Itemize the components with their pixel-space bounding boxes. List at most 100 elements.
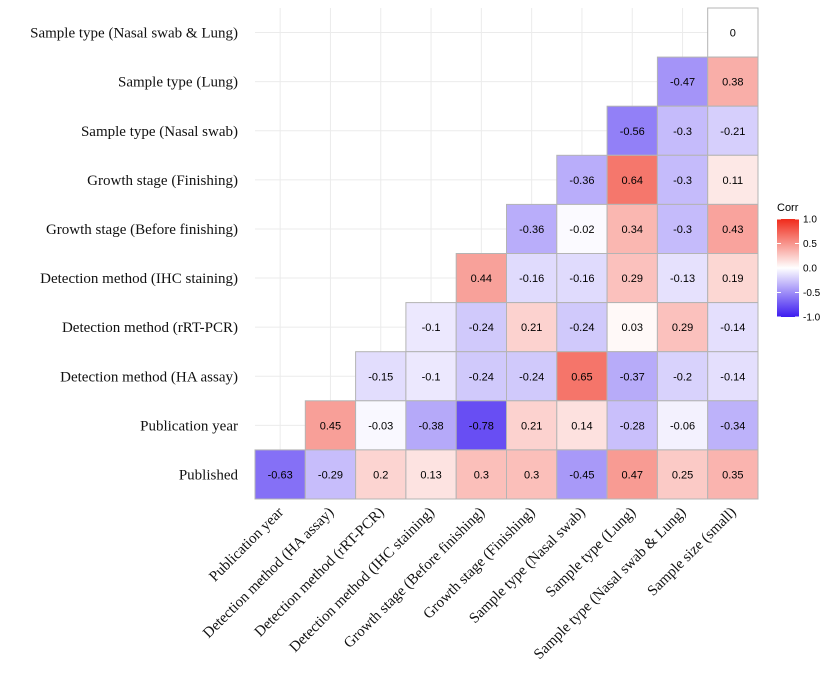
cell-value-label: -0.36 xyxy=(519,224,544,236)
cell-value-label: 0.44 xyxy=(471,273,492,285)
cell-value-label: 0.21 xyxy=(521,420,542,432)
cell-value-label: -0.16 xyxy=(569,273,594,285)
cell-value-label: 0.65 xyxy=(571,371,592,383)
column-label: Sample type (Lung) xyxy=(543,505,639,601)
legend-title: Corr xyxy=(777,202,799,214)
cell-value-label: -0.24 xyxy=(519,371,544,383)
heatmap-cell xyxy=(506,351,558,402)
row-label: Growth stage (Before finishing) xyxy=(46,222,238,238)
heatmap-cell xyxy=(707,400,759,451)
cell-value-label: -0.13 xyxy=(670,273,695,285)
heatmap-cell xyxy=(556,302,608,353)
heatmap-cell xyxy=(656,351,709,402)
cell-value-label: -0.1 xyxy=(422,322,441,334)
cell-value-label: -0.56 xyxy=(620,126,645,138)
cell-value-label: 0 xyxy=(730,28,736,40)
cell-value-label: 0.47 xyxy=(622,469,643,481)
legend-tick-label: 0.5 xyxy=(803,239,817,250)
cell-value-label: 0.03 xyxy=(622,322,643,334)
legend-ticks: 1.0 0.5 0.0 -0.5 -1.0 xyxy=(777,215,821,324)
heatmap-cell xyxy=(254,449,306,500)
cell-value-label: -0.24 xyxy=(469,371,494,383)
row-label: Sample type (Nasal swab) xyxy=(81,124,238,140)
cell-value-label: 0.43 xyxy=(722,224,743,236)
cell-value-label: 0.35 xyxy=(722,469,743,481)
heatmap-cell xyxy=(355,400,407,451)
heatmap-cell xyxy=(707,302,759,353)
cell-value-label: 0.45 xyxy=(320,420,341,432)
cell-value-label: -0.3 xyxy=(673,126,692,138)
cell-value-label: -0.21 xyxy=(720,126,745,138)
cell-value-label: 0.64 xyxy=(622,175,643,187)
heatmap-cell xyxy=(405,449,457,500)
cell-value-label: 0.25 xyxy=(672,469,693,481)
heatmap-cell xyxy=(606,302,658,353)
row-label: Detection method (rRT-PCR) xyxy=(62,320,238,336)
cell-value-label: -0.38 xyxy=(419,420,444,432)
cell-value-label: -0.3 xyxy=(673,175,692,187)
legend: Corr 1.0 0.5 0.0 -0.5 -1.0 xyxy=(777,202,821,324)
heatmap-cell xyxy=(304,449,357,500)
cell-value-label: 0.38 xyxy=(722,77,743,89)
cell-value-label: 0.21 xyxy=(521,322,542,334)
cell-value-label: -0.2 xyxy=(673,371,692,383)
heatmap-cell xyxy=(707,7,759,58)
heatmap-cell xyxy=(355,449,407,500)
row-label: Sample type (Nasal swab & Lung) xyxy=(30,26,238,42)
cell-value-label: -0.14 xyxy=(720,322,745,334)
legend-tick-label: -1.0 xyxy=(803,313,821,324)
row-label: Detection method (HA assay) xyxy=(60,369,238,385)
cell-value-label: -0.37 xyxy=(620,371,645,383)
heatmap-cell xyxy=(707,351,759,402)
row-label: Publication year xyxy=(140,418,238,434)
cell-value-label: -0.45 xyxy=(569,469,594,481)
heatmap-cell xyxy=(556,400,608,451)
column-label: Sample size (small) xyxy=(645,505,740,600)
heatmap-cell xyxy=(656,449,709,500)
cell-value-label: -0.24 xyxy=(569,322,594,334)
cell-value-label: 0.29 xyxy=(672,322,693,334)
heatmap-cell xyxy=(556,253,608,304)
heatmap-cell xyxy=(506,203,558,254)
legend-colorbar xyxy=(777,219,799,317)
cell-value-label: -0.03 xyxy=(368,420,393,432)
heatmap-cell xyxy=(506,253,558,304)
cell-value-label: 0.3 xyxy=(474,469,489,481)
heatmap-cell xyxy=(656,253,709,304)
cell-value-label: -0.63 xyxy=(268,469,293,481)
heatmap-cell xyxy=(707,105,759,156)
cell-value-label: 0.3 xyxy=(524,469,539,481)
heatmap-cell xyxy=(707,203,759,254)
heatmap-cell xyxy=(455,302,508,353)
heatmap-cell xyxy=(405,302,457,353)
cell-value-label: -0.02 xyxy=(569,224,594,236)
cell-value-label: -0.15 xyxy=(368,371,393,383)
cell-value-label: -0.47 xyxy=(670,77,695,89)
heatmap-cell xyxy=(304,400,357,451)
heatmap-cell xyxy=(606,400,658,451)
cell-value-label: -0.1 xyxy=(422,371,441,383)
heatmap-cell xyxy=(455,449,508,500)
heatmap-cell xyxy=(455,351,508,402)
cells: 0 -0.47 0.38 -0.56 -0.3 -0.21 -0.36 0.64 -0.3 0.1… xyxy=(254,7,759,500)
heatmap-cell xyxy=(707,56,759,107)
cell-value-label: -0.29 xyxy=(318,469,343,481)
row-label: Published xyxy=(179,467,239,483)
cell-value-label: -0.3 xyxy=(673,224,692,236)
heatmap-cell xyxy=(506,400,558,451)
legend-tick-label: -0.5 xyxy=(803,288,821,299)
heatmap-cell xyxy=(556,203,608,254)
cell-value-label: -0.14 xyxy=(720,371,745,383)
cell-value-label: -0.24 xyxy=(469,322,494,334)
cell-value-label: 0.13 xyxy=(420,469,441,481)
cell-value-label: 0.34 xyxy=(622,224,643,236)
heatmap-cell xyxy=(656,203,709,254)
heatmap-cell xyxy=(455,253,508,304)
heatmap-cell xyxy=(606,351,658,402)
row-label: Growth stage (Finishing) xyxy=(87,173,238,189)
cell-value-label: 0.19 xyxy=(722,273,743,285)
legend-tick-label: 1.0 xyxy=(803,215,817,226)
heatmap-cell xyxy=(556,449,608,500)
heatmap-cell xyxy=(405,400,457,451)
